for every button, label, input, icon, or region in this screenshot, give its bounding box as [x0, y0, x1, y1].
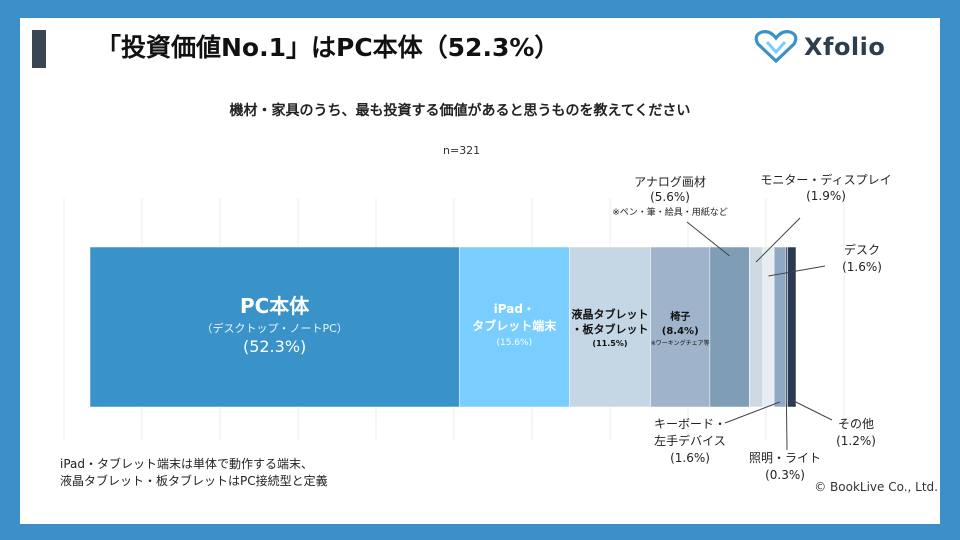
segment-label-2-line-2: タブレット端末	[472, 318, 557, 333]
page-title: 「投資価値No.1」はPC本体（52.3%）	[96, 33, 560, 62]
bar-segment-2	[458, 246, 570, 408]
bar-segment-1	[89, 246, 460, 408]
footnote: iPad・タブレット端末は単体で動作する端末、 液晶タブレット・板タブレットはP…	[60, 456, 328, 490]
label-keyboard: キーボード・	[654, 417, 726, 431]
label-lighting: 照明・ライト	[749, 451, 821, 465]
segment-label-1-line-3: (52.3%)	[243, 337, 306, 356]
heart-logo-icon	[754, 30, 798, 64]
sample-size-label: n=321	[443, 144, 481, 157]
label-keyboard-pct: (1.6%)	[670, 451, 710, 465]
label-monitor-pct: (1.9%)	[806, 189, 846, 203]
segment-label-4-line-3: ※ワーキングチェア等	[651, 339, 710, 347]
bar-segment-4	[650, 246, 711, 408]
label-desk-pct: (1.6%)	[842, 260, 882, 274]
segment-label-2-line-3: (15.6%)	[496, 338, 532, 348]
leader-desk	[768, 265, 826, 277]
label-monitor: モニター・ディスプレイ	[760, 172, 891, 187]
footnote-line-2: 液晶タブレット・板タブレットはPC接続型と定義	[60, 474, 328, 488]
segment-annotations: PC本体 （デスクトップ・ノートPC） (52.3%) iPad・タブレット端末 (15…	[201, 172, 891, 482]
label-analog-materials: アナログ画材	[634, 175, 706, 189]
bar-segment-5	[709, 246, 750, 408]
segment-label-4-line-1: 椅子	[670, 310, 690, 323]
bar-segment-7	[762, 246, 775, 408]
leader-other	[791, 399, 833, 421]
footnote-line-1: iPad・タブレット端末は単体で動作する端末、	[60, 457, 314, 471]
bar-segment-6	[749, 246, 764, 408]
leader-monitor	[755, 217, 801, 263]
bar-segment-10	[787, 246, 797, 408]
leader-lighting	[785, 403, 788, 451]
logo-text: Xfolio	[804, 33, 886, 61]
label-desk: デスク	[844, 242, 880, 257]
bar-segment-9	[785, 246, 788, 408]
segment-label-3-line-1: 液晶タブレット	[571, 307, 648, 321]
chart-question: 機材・家具のうち、最も投資する価値があると思うものを教えてください	[229, 103, 691, 119]
segment-label-1-line-1: PC本体	[240, 294, 310, 318]
bar-segment-3	[569, 246, 651, 408]
bar-segments	[89, 246, 797, 408]
segment-label-1-line-2: （デスクトップ・ノートPC）	[201, 321, 347, 335]
segment-label-2-line-1: iPad・	[494, 302, 535, 316]
label-keyboard-sub: 左手デバイス	[654, 433, 726, 448]
label-lighting-pct: (0.3%)	[765, 468, 805, 482]
label-analog-materials-pct: (5.6%)	[650, 190, 690, 204]
leader-analog-materials	[686, 221, 730, 257]
label-analog-materials-note: ※ペン・筆・絵具・用紙など	[612, 206, 728, 218]
xfolio-logo: Xfolio	[754, 30, 885, 64]
segment-label-3-line-3: (11.5%)	[592, 339, 627, 348]
segment-label-3-line-2: ・板タブレット	[571, 322, 648, 336]
copyright: © BookLive Co., Ltd.	[814, 480, 938, 494]
leader-keyboard	[724, 401, 780, 424]
segment-label-4-line-2: (8.4%)	[662, 326, 699, 337]
label-other-pct: (1.2%)	[836, 434, 876, 448]
title-accent-bar	[32, 30, 46, 68]
bar-segment-8	[773, 246, 786, 408]
label-other: その他	[838, 417, 874, 431]
